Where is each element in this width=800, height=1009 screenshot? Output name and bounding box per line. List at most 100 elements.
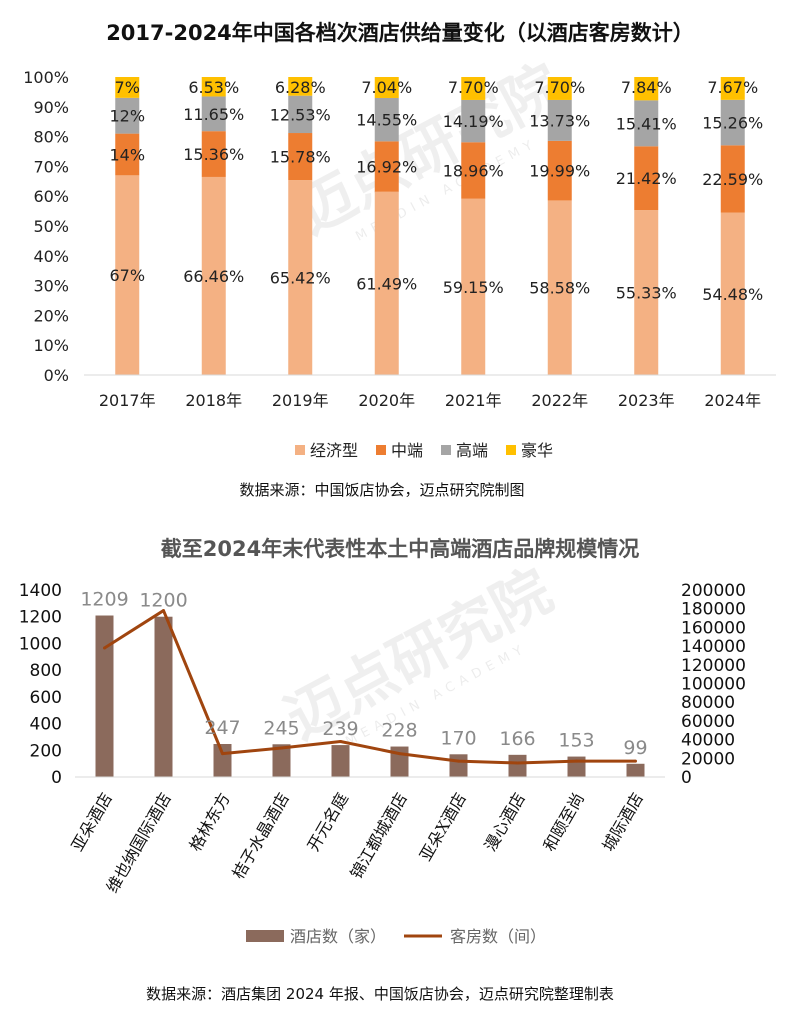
chart2-legend-line-label: 客房数（间）	[450, 927, 546, 946]
chart1-x-axis: 2017年 2018年 2019年 2020年 2021年 2022年 2023年 2024年	[99, 391, 761, 410]
chart1-data-label: 12%	[109, 107, 145, 126]
chart1-data-label: 7.70%	[448, 78, 499, 97]
chart1-data-label: 15.41%	[616, 114, 677, 133]
chart2-bar	[626, 763, 645, 777]
chart2-y-left-tick: 600	[30, 688, 62, 708]
chart2-x-tick: 开元名庭	[304, 790, 352, 855]
chart2-line-series	[103, 609, 637, 765]
chart1-legend-swatch	[441, 445, 451, 455]
chart2-x-tick: 维也纳国际酒店	[103, 790, 175, 897]
chart2-y-right-tick: 120000	[681, 656, 746, 676]
chart2-y-left-tick: 1000	[19, 634, 62, 654]
chart1-bar-segment	[547, 99, 572, 141]
chart2-bars	[95, 615, 645, 777]
chart1-bar-segment	[634, 100, 659, 147]
chart2-bar-label: 153	[558, 730, 594, 752]
chart2-line-point	[162, 609, 165, 613]
chart1-legend-swatch	[295, 445, 305, 455]
chart1-y-tick: 0%	[44, 366, 69, 385]
chart2-value-labels: 1209 1200 247 245 239 228 170 166 153 99	[80, 589, 647, 759]
chart1-bar-segment	[201, 131, 226, 177]
chart1-x-tick: 2024年	[704, 391, 761, 410]
chart1-data-label: 7%	[115, 78, 140, 97]
chart2-x-tick: 格林东方	[186, 790, 234, 855]
chart2-y-left-tick: 200	[30, 741, 62, 761]
chart1-bar-segment	[288, 95, 313, 134]
chart1-bar-segment	[115, 133, 140, 176]
chart2-y-left-tick: 1200	[19, 608, 62, 628]
chart2-y-right-tick: 80000	[681, 693, 735, 713]
chart1-data-label: 14.55%	[356, 111, 417, 130]
chart1-bar-segment	[115, 175, 140, 375]
chart2-line-point	[457, 759, 460, 763]
chart2-y-left-tick: 800	[30, 661, 62, 681]
chart1-data-label: 7.04%	[361, 78, 412, 97]
chart1-data-label: 6.28%	[275, 78, 326, 97]
chart1-bar-segment	[547, 200, 572, 375]
chart1-bar-segment	[634, 210, 659, 375]
chart2-bar	[154, 616, 173, 777]
chart1-data-label: 14%	[109, 145, 145, 164]
chart1-bar-segment	[547, 140, 572, 201]
chart1-data-label: 54.48%	[702, 285, 763, 304]
chart1-bar-segment	[201, 176, 226, 375]
chart1-bar-segment	[720, 145, 745, 213]
chart1-data-label: 12.53%	[270, 105, 331, 124]
chart1-bar-segment	[374, 77, 399, 98]
chart1-data-label: 55.33%	[616, 284, 677, 303]
chart2-x-tick: 亚朵X酒店	[416, 790, 470, 865]
chart2-x-tick: 桔子水晶酒店	[229, 790, 293, 883]
chart2-bar-label: 1200	[139, 590, 187, 612]
chart1-x-tick: 2018年	[185, 391, 242, 410]
chart1-bar-segment	[374, 191, 399, 375]
chart2-y-right-tick: 60000	[681, 712, 735, 732]
chart1-data-label: 7.70%	[534, 78, 585, 97]
chart1-legend-label: 高端	[456, 441, 488, 460]
chart1-y-axis: 0% 10% 20% 30% 40% 50% 60% 70% 80% 90% 100%	[23, 68, 69, 385]
chart1-y-tick: 90%	[33, 98, 69, 117]
chart2-y-axis-right: 0200004000060000800001000001200001400001…	[681, 581, 746, 788]
chart1-data-label: 18.96%	[443, 161, 504, 180]
chart1-bar-segment	[720, 212, 745, 375]
chart2-line-point	[516, 761, 519, 765]
chart2-y-left-tick: 0	[51, 768, 62, 788]
chart1-y-tick: 80%	[33, 128, 69, 147]
chart1-bar-segment	[461, 198, 486, 375]
chart1-source: 数据来源：中国饭店协会，迈点研究院制图	[239, 481, 524, 499]
chart2-bar-label: 247	[204, 717, 240, 739]
chart1-data-label: 61.49%	[356, 274, 417, 293]
chart1-bar-segment	[201, 77, 226, 97]
chart1-data-label: 58.58%	[529, 279, 590, 298]
chart1-y-tick: 70%	[33, 157, 69, 176]
chart2-line-point	[339, 739, 342, 743]
chart1-data-label: 7.67%	[707, 78, 758, 97]
chart1-x-tick: 2023年	[618, 391, 675, 410]
chart1-bar-segment	[374, 97, 399, 142]
chart1-bar-segment	[374, 141, 399, 192]
chart1-bar-segment	[547, 77, 572, 100]
chart1-bar-segment	[461, 142, 486, 199]
chart2-bar	[95, 615, 114, 777]
chart2-bar-label: 99	[623, 737, 647, 759]
chart2-source: 数据来源：酒店集团 2024 年报、中国饭店协会，迈点研究院整理制表	[146, 985, 614, 1003]
chart1-bar-segment	[634, 146, 659, 211]
chart2-title: 截至2024年末代表性本土中高端酒店品牌规模情况	[161, 537, 639, 561]
chart2-legend-bar-swatch	[246, 930, 284, 942]
chart1-legend-label: 中端	[391, 441, 423, 460]
chart1-bar-segment	[720, 99, 745, 146]
chart1-x-tick: 2020年	[358, 391, 415, 410]
chart1-legend-label: 豪华	[521, 441, 553, 460]
chart2-line-point	[575, 759, 578, 763]
chart2-bar	[508, 754, 527, 777]
chart2-bar	[272, 744, 291, 777]
chart2-x-tick: 城际酒店	[599, 790, 647, 855]
chart1-data-label: 11.65%	[183, 105, 244, 124]
chart1-data-label: 22.59%	[702, 170, 763, 189]
chart1-legend: 经济型 中端 高端 豪华	[295, 441, 553, 460]
chart2-legend-bar-label: 酒店数（家）	[290, 927, 386, 946]
chart1-y-tick: 60%	[33, 187, 69, 206]
chart2-x-tick: 亚朵酒店	[68, 790, 116, 855]
chart1-y-tick: 30%	[33, 277, 69, 296]
chart1-data-label: 21.42%	[616, 169, 677, 188]
